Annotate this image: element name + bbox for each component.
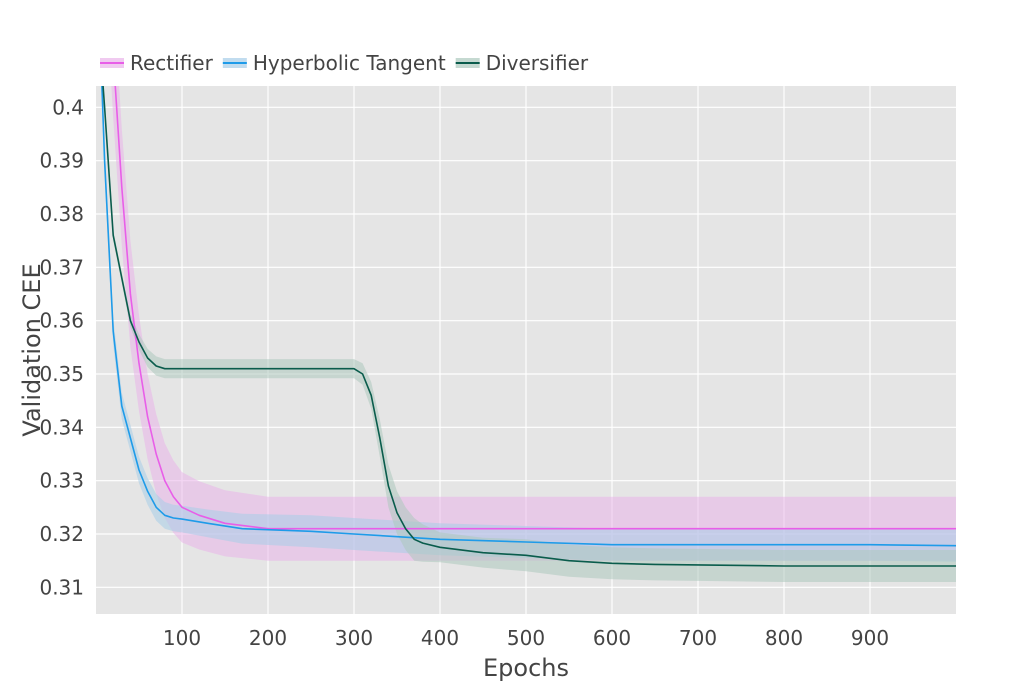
y-tick-label: 0.35 (39, 362, 84, 386)
x-tick-label: 800 (765, 626, 803, 650)
x-tick-label: 300 (335, 626, 373, 650)
x-tick-label: 100 (163, 626, 201, 650)
legend-label-0: Rectifier (130, 51, 214, 75)
series-line-1 (101, 86, 956, 547)
x-tick-label: 600 (593, 626, 631, 650)
series-lines (101, 86, 956, 567)
legend-label-1: Hyperbolic Tangent (253, 51, 446, 75)
y-tick-label: 0.34 (39, 415, 84, 439)
x-axis-ticks: 100 200 300 400 500 600 700 800 900 (163, 626, 889, 650)
y-tick-label: 0.32 (39, 522, 84, 546)
y-axis-ticks: 0.31 0.32 0.33 0.34 0.35 0.36 0.37 0.38 0.39 0.4 (39, 95, 84, 599)
x-tick-label: 900 (851, 626, 889, 650)
y-tick-label: 0.33 (39, 469, 84, 493)
y-tick-label: 0.4 (52, 95, 84, 119)
y-tick-label: 0.38 (39, 202, 84, 226)
legend-label-2: Diversifier (486, 51, 589, 75)
series-line-2 (102, 86, 956, 567)
y-tick-label: 0.39 (39, 149, 84, 173)
x-tick-label: 500 (507, 626, 545, 650)
legend-item-2: Diversifier (455, 51, 589, 75)
x-tick-label: 200 (249, 626, 287, 650)
y-tick-label: 0.36 (39, 309, 84, 333)
y-tick-label: 0.31 (39, 575, 84, 599)
legend: Rectifier Hyperbolic Tangent Diversifier (100, 51, 589, 75)
legend-item-0: Rectifier (100, 51, 214, 75)
series-line-0 (114, 86, 956, 530)
x-axis-title: Epochs (483, 654, 569, 682)
legend-item-1: Hyperbolic Tangent (222, 51, 446, 75)
x-tick-label: 400 (421, 626, 459, 650)
band-1 (101, 86, 956, 562)
x-tick-label: 700 (679, 626, 717, 650)
y-axis-title: Validation CEE (18, 263, 46, 436)
y-tick-label: 0.37 (39, 255, 84, 279)
